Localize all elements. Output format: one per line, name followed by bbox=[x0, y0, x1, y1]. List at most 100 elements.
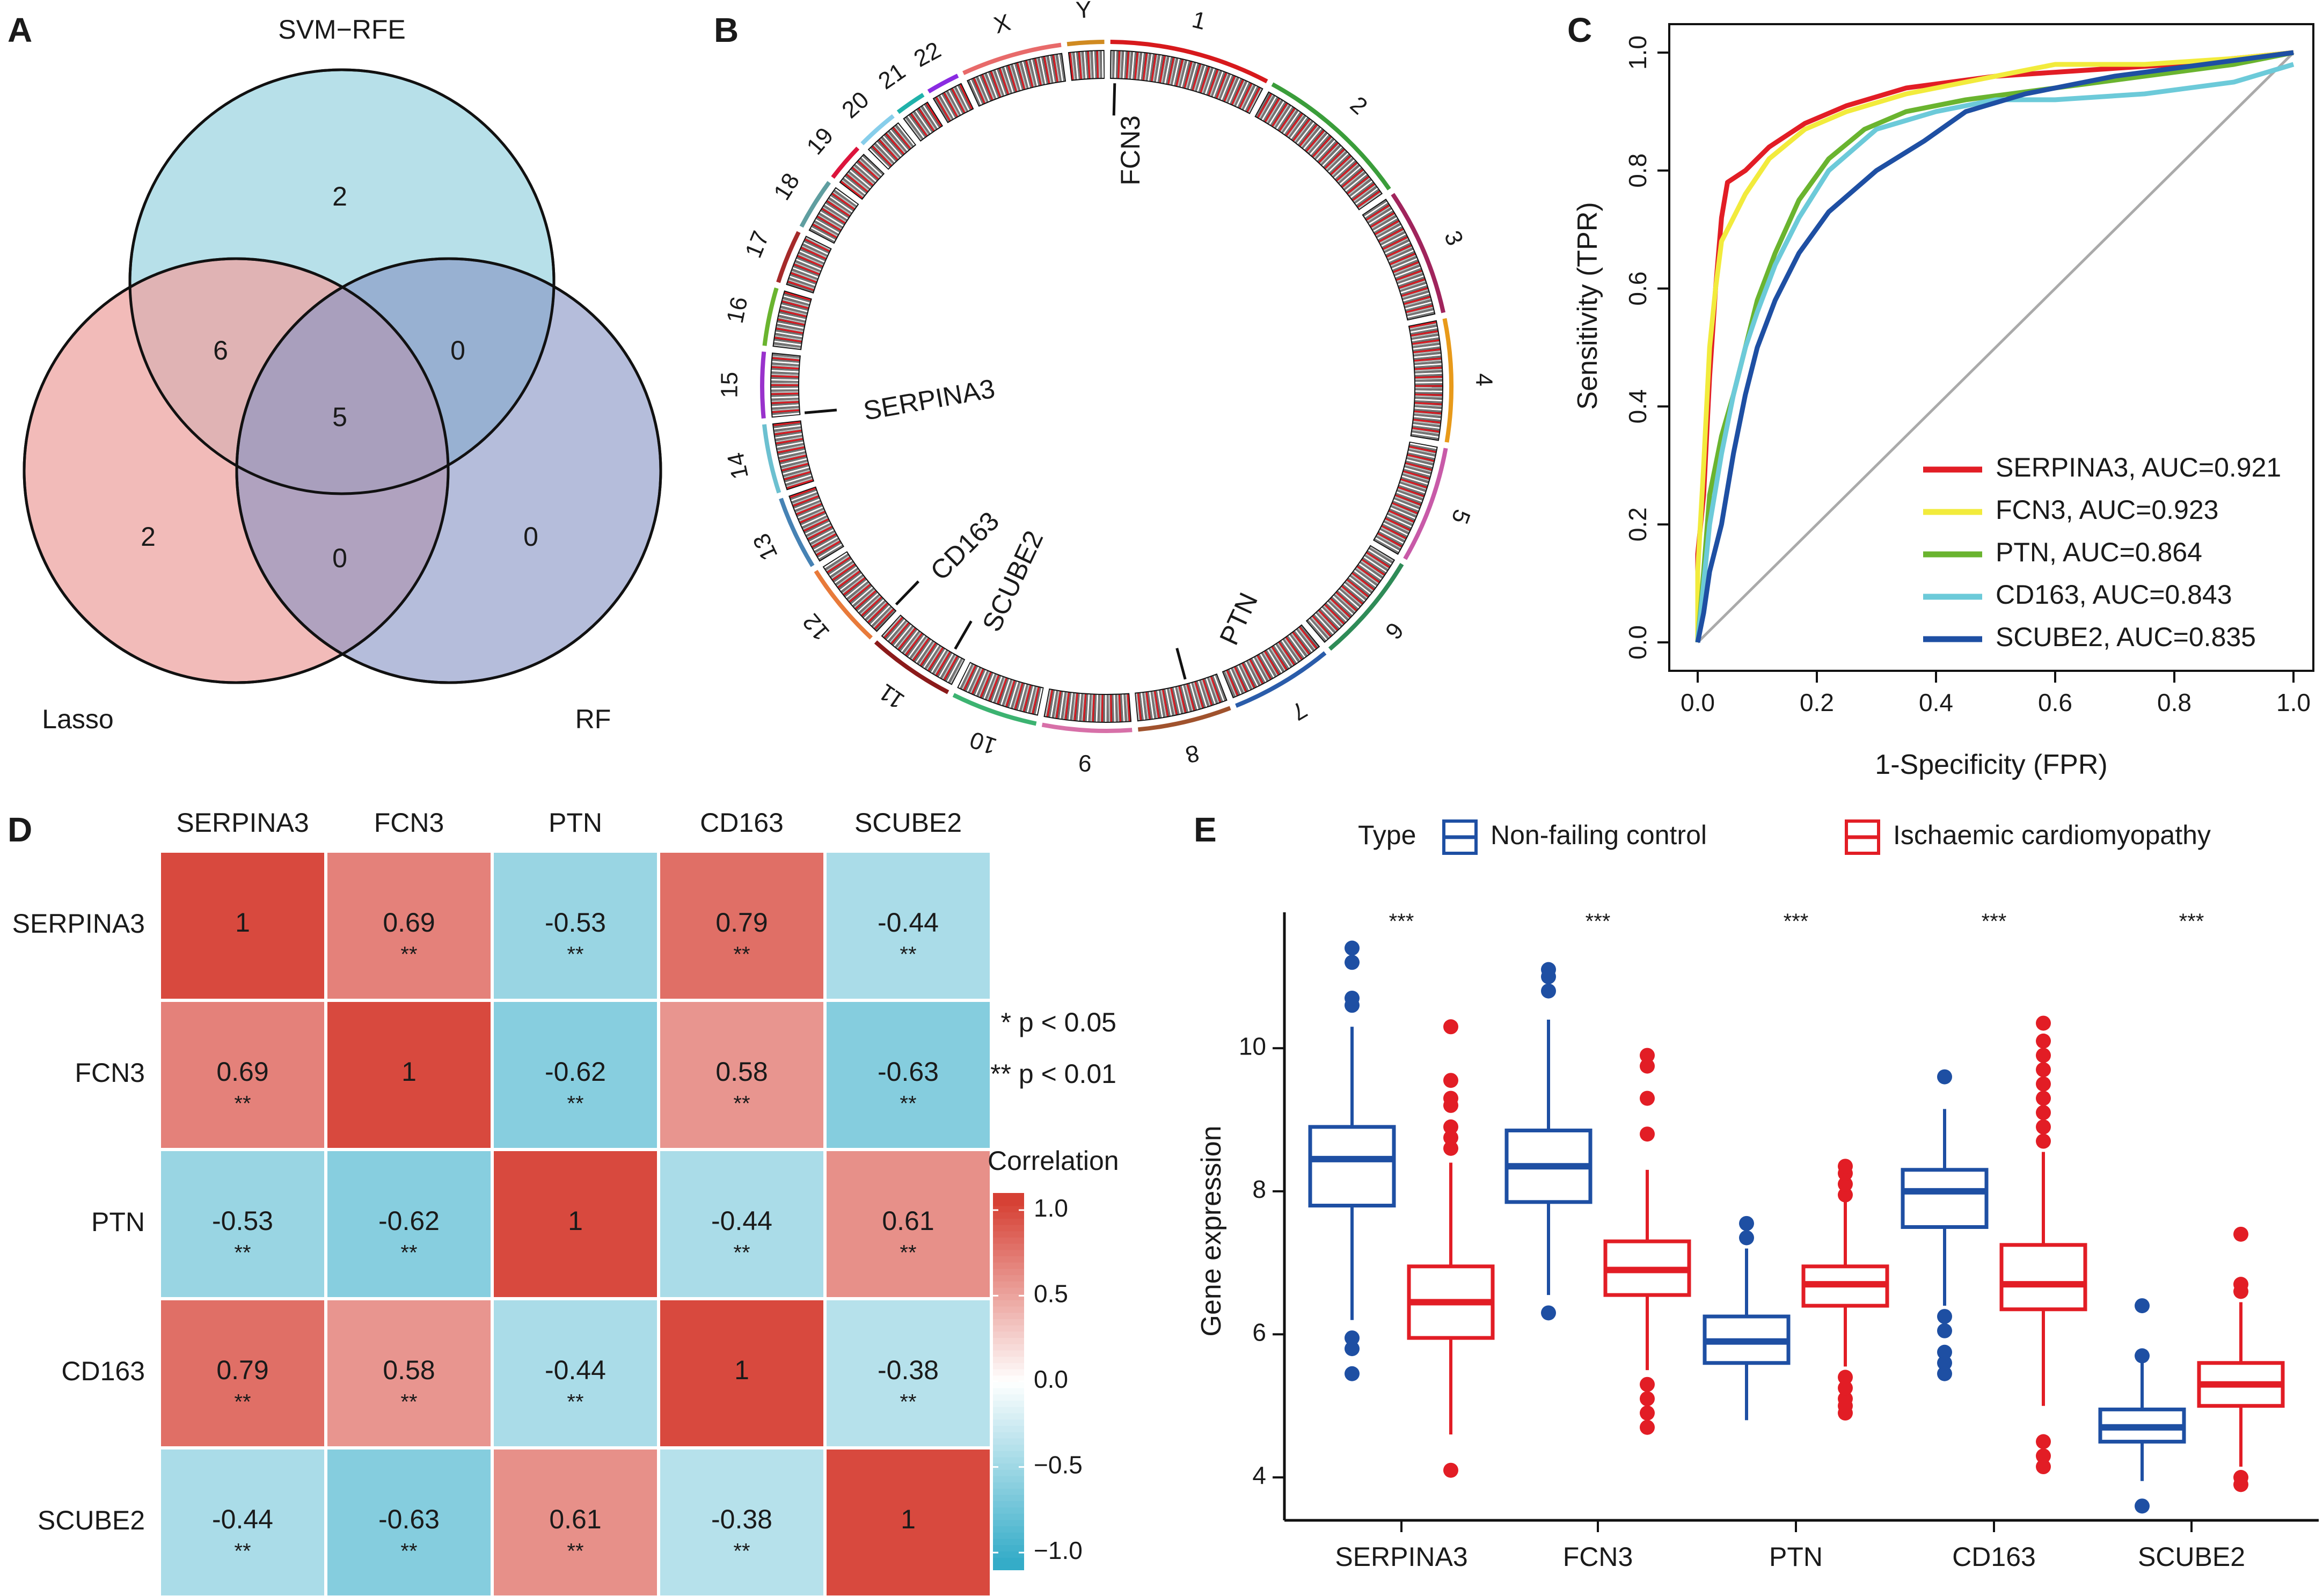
chromosome-label: 13 bbox=[748, 530, 783, 565]
cytoband bbox=[1025, 685, 1033, 712]
cytoband bbox=[830, 561, 853, 578]
cytoband bbox=[1394, 496, 1421, 508]
cytoband bbox=[1018, 62, 1027, 89]
cytoband bbox=[1413, 345, 1440, 350]
box-outlier bbox=[1541, 1305, 1556, 1321]
circos-ideogram bbox=[760, 40, 1454, 733]
cytoband bbox=[1287, 114, 1305, 137]
cytoband bbox=[1048, 690, 1055, 717]
cytoband bbox=[1388, 250, 1414, 262]
cytoband bbox=[915, 640, 932, 663]
cytoband bbox=[1112, 51, 1115, 78]
cytoband bbox=[1415, 398, 1442, 402]
cytoband bbox=[777, 444, 804, 452]
cytoband bbox=[946, 657, 961, 682]
cytoband bbox=[1020, 62, 1029, 89]
cytoband bbox=[907, 634, 924, 657]
cytoband bbox=[1413, 419, 1441, 423]
cytoband bbox=[1342, 584, 1364, 603]
cytoband bbox=[791, 490, 817, 502]
cytoband bbox=[788, 279, 815, 289]
cytoband bbox=[1386, 515, 1412, 528]
panel-label-b: B bbox=[714, 11, 739, 49]
cytoband bbox=[844, 177, 866, 195]
roc-x-tick-label: 0.4 bbox=[1919, 689, 1953, 716]
cytoband bbox=[1415, 379, 1442, 382]
cytoband bbox=[1149, 54, 1155, 81]
cytoband bbox=[1372, 215, 1397, 231]
cytoband bbox=[1260, 653, 1275, 678]
cytoband bbox=[1398, 275, 1424, 285]
chromosome-arc bbox=[896, 93, 925, 114]
cytoband bbox=[1054, 55, 1060, 82]
cytoband bbox=[771, 392, 799, 395]
cytoband bbox=[873, 144, 893, 165]
cytoband bbox=[1341, 169, 1363, 188]
heatmap-cell bbox=[491, 1148, 660, 1300]
cytoband bbox=[971, 78, 984, 104]
cytoband bbox=[800, 512, 826, 525]
roc-diagonal bbox=[1697, 52, 2295, 643]
cytoband bbox=[1142, 53, 1148, 80]
cytoband bbox=[915, 110, 932, 134]
cytoband bbox=[959, 84, 973, 109]
colorbar-segment bbox=[993, 1538, 1024, 1546]
cytoband bbox=[1396, 268, 1422, 280]
cytoband bbox=[892, 127, 911, 149]
cytoband bbox=[813, 535, 837, 550]
chromosome-label: 16 bbox=[722, 295, 753, 326]
cytoband bbox=[1414, 405, 1442, 409]
cytoband bbox=[1406, 306, 1433, 315]
cytoband bbox=[784, 293, 810, 303]
cytoband bbox=[1196, 65, 1207, 92]
chromosome-arc bbox=[1110, 40, 1268, 84]
heatmap-cell-significance: ** bbox=[567, 1540, 583, 1563]
cytoband bbox=[1239, 83, 1252, 108]
cytoband bbox=[1376, 536, 1400, 551]
cytoband bbox=[828, 558, 852, 575]
cytoband bbox=[1172, 687, 1180, 714]
cytoband bbox=[1400, 282, 1426, 292]
roc-legend-label: CD163, AUC=0.843 bbox=[1996, 580, 2232, 610]
cytoband bbox=[1288, 635, 1306, 658]
cytoband bbox=[790, 274, 816, 284]
cytoband bbox=[1047, 56, 1054, 83]
cytoband bbox=[1014, 63, 1024, 90]
cytoband bbox=[905, 116, 924, 140]
cytoband bbox=[1404, 465, 1431, 474]
cytoband bbox=[1312, 136, 1332, 158]
chromosome-label: Y bbox=[1075, 0, 1092, 24]
cytoband bbox=[807, 526, 832, 540]
cytoband bbox=[922, 643, 938, 667]
cytoband bbox=[1066, 692, 1071, 720]
cytoband bbox=[1173, 687, 1181, 714]
cytoband bbox=[859, 159, 880, 179]
chromosome-arc bbox=[779, 497, 815, 567]
cytoband bbox=[771, 373, 799, 376]
cytoband bbox=[776, 326, 803, 333]
cytoband bbox=[1386, 244, 1412, 258]
cytoband bbox=[1292, 119, 1310, 141]
cytoband bbox=[968, 80, 981, 106]
colorbar-segment bbox=[993, 1550, 1024, 1558]
cytoband bbox=[795, 258, 822, 270]
cytoband bbox=[775, 431, 802, 437]
colorbar-segment bbox=[993, 1293, 1024, 1300]
cytoband bbox=[875, 142, 896, 163]
cytoband bbox=[821, 209, 845, 225]
cytoband bbox=[937, 96, 952, 120]
cytoband bbox=[780, 459, 808, 468]
heatmap-cell bbox=[324, 1446, 494, 1596]
cytoband bbox=[1311, 617, 1330, 638]
sig-legend-two-star: ** p < 0.01 bbox=[990, 1059, 1116, 1089]
cytoband bbox=[1078, 52, 1082, 79]
cytoband bbox=[958, 85, 971, 110]
cytoband bbox=[785, 473, 811, 482]
cytoband bbox=[810, 532, 836, 546]
cytoband bbox=[980, 75, 992, 101]
cytoband bbox=[782, 298, 809, 308]
cytoband bbox=[1016, 683, 1025, 710]
chromosome-label: 9 bbox=[1078, 750, 1092, 777]
cytoband bbox=[1404, 297, 1431, 306]
